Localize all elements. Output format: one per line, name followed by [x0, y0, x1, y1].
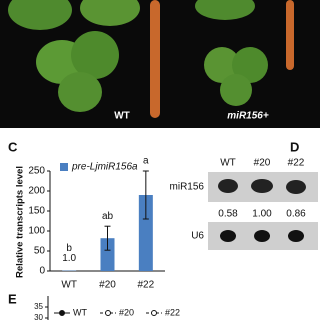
plant-photo: [8, 0, 294, 118]
quantification: 0.86: [286, 209, 306, 220]
significance-letter: b: [66, 243, 72, 254]
y-tick-label: 100: [28, 226, 45, 237]
y-tick-label: 200: [28, 186, 45, 197]
x-tick-label: WT: [61, 280, 77, 291]
panel-letter: C: [8, 139, 18, 154]
legend-label: #20: [119, 307, 134, 317]
bar: [100, 238, 115, 271]
y-tick-label: 30: [34, 313, 43, 320]
lane-label: #22: [288, 158, 305, 169]
lane-label: #20: [254, 158, 271, 169]
significance-letter: a: [143, 156, 149, 167]
row-label: U6: [191, 231, 204, 242]
value-label: 1.0: [62, 253, 76, 264]
x-tick-label: #22: [137, 280, 154, 291]
y-tick-label: 50: [34, 246, 46, 257]
blot-bands: [220, 230, 304, 242]
quantification: 0.58: [218, 209, 238, 220]
y-axis-label: Relative transcripts level: [15, 166, 26, 278]
legend-marker: [59, 310, 65, 316]
significance-letter: ab: [102, 211, 114, 222]
legend-label: pre-LjmiR156a: [71, 162, 138, 173]
legend-marker: [105, 310, 111, 316]
quantification: 1.00: [252, 209, 272, 220]
blot-bands: [218, 179, 306, 194]
legend-label: WT: [73, 307, 87, 317]
y-tick-label: 0: [39, 266, 45, 277]
lane-label: WT: [220, 158, 236, 169]
row-label: miR156: [170, 182, 205, 193]
photo-label: miR156+: [227, 111, 269, 122]
bar: [138, 195, 153, 271]
panel-letter: E: [8, 291, 17, 306]
y-tick-label: 150: [28, 206, 45, 217]
legend-label: #22: [165, 307, 180, 317]
legend-marker: [151, 310, 157, 316]
y-tick-label: 250: [28, 166, 45, 177]
panel-letter: D: [290, 139, 299, 154]
photo-label: WT: [114, 111, 130, 122]
y-tick-label: 35: [34, 302, 43, 311]
legend-swatch: [60, 163, 68, 171]
x-tick-label: #20: [99, 280, 116, 291]
